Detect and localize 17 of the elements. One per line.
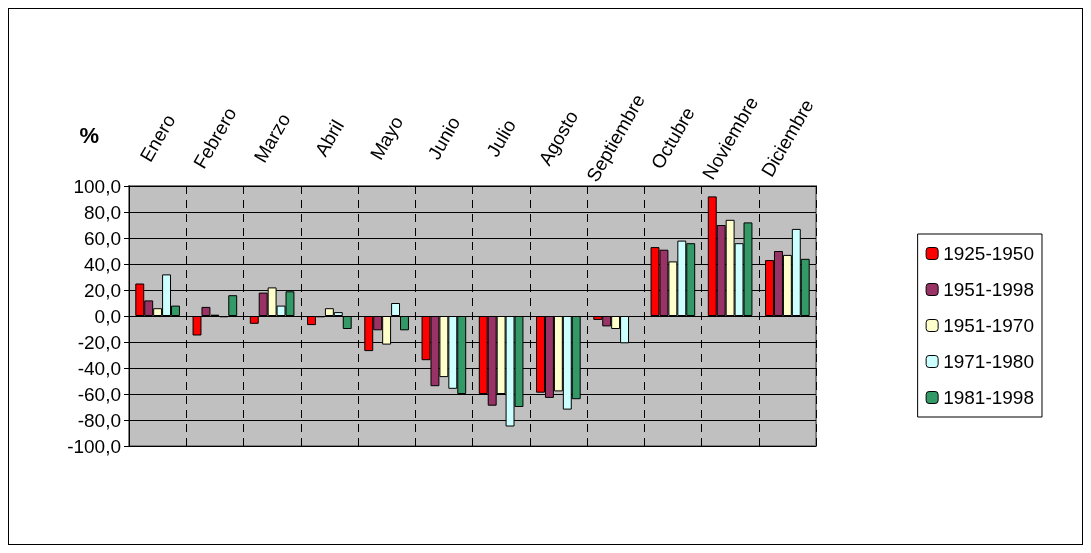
y-tick-label: 80,0 <box>84 201 121 223</box>
y-tick-label: -80,0 <box>77 409 121 431</box>
y-tick-label: 0,0 <box>94 305 121 327</box>
y-tick-label: 100,0 <box>73 175 121 197</box>
legend-label: 1951-1998 <box>943 279 1035 300</box>
legend-label: 1971-1980 <box>943 351 1035 372</box>
y-tick-label: 20,0 <box>84 279 121 301</box>
y-tick-label: -40,0 <box>77 357 121 379</box>
y-tick-label: -100,0 <box>67 435 121 457</box>
legend-label: 1951-1970 <box>943 315 1035 336</box>
y-tick-label: 60,0 <box>84 227 121 249</box>
legend-label: 1925-1950 <box>943 243 1035 264</box>
y-tick-label: -20,0 <box>77 331 121 353</box>
y-axis-title: % <box>79 122 99 148</box>
legend-label: 1981-1998 <box>943 387 1035 408</box>
y-tick-label: 40,0 <box>84 253 121 275</box>
y-tick-label: -60,0 <box>77 383 121 405</box>
